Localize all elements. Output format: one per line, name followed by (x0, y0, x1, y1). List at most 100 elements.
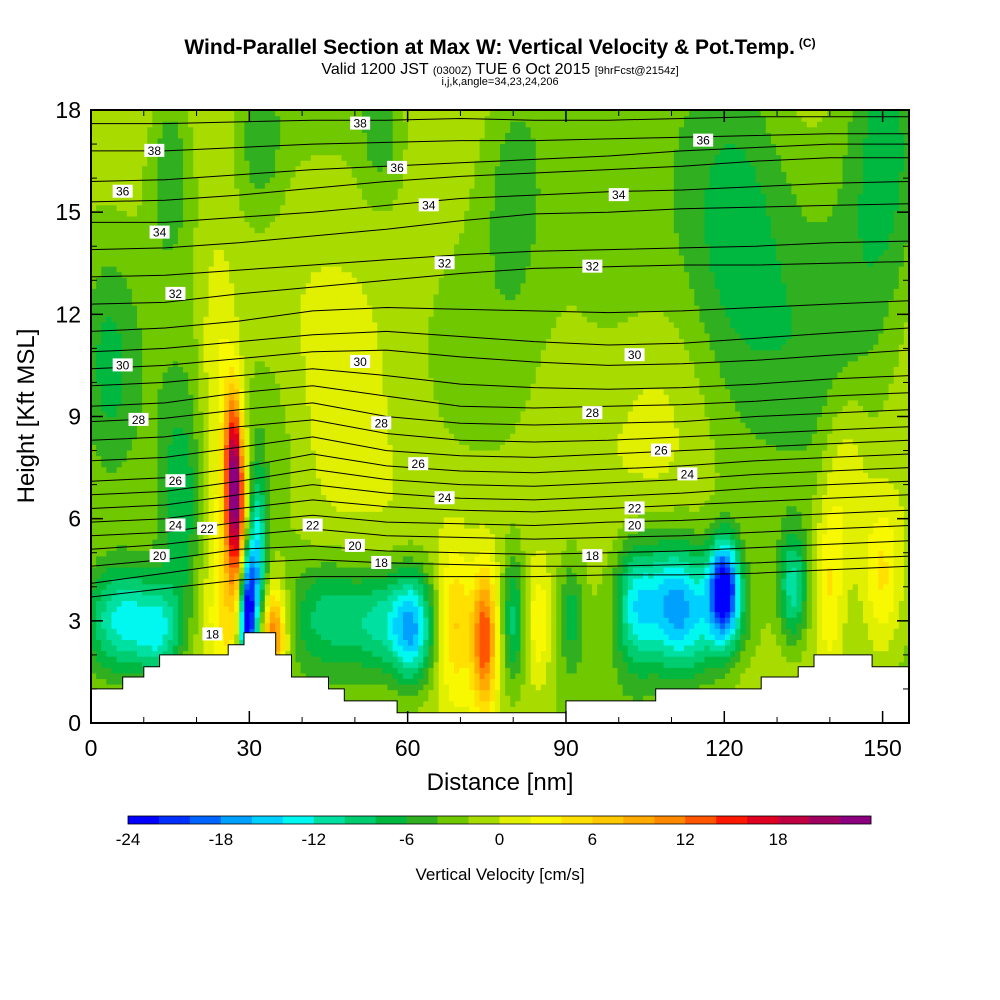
velocity-cell (852, 611, 859, 618)
velocity-cell (862, 583, 869, 590)
velocity-cell (152, 578, 159, 585)
velocity-cell (453, 617, 460, 624)
velocity-cell (694, 572, 700, 579)
velocity-cell (392, 550, 399, 557)
velocity-cell (602, 656, 608, 663)
velocity-cell (315, 605, 322, 613)
velocity-cell (730, 578, 736, 585)
velocity-cell (597, 633, 603, 641)
velocity-cell (556, 672, 562, 680)
velocity-cell (719, 572, 726, 579)
velocity-cell (223, 633, 230, 641)
velocity-cell (152, 594, 159, 601)
velocity-cell (239, 572, 245, 579)
velocity-cell (280, 583, 286, 590)
velocity-cell (433, 689, 440, 696)
velocity-cell (157, 572, 164, 579)
velocity-cell (423, 622, 430, 629)
velocity-cell (121, 561, 128, 568)
velocity-cell (448, 617, 455, 624)
velocity-cell (842, 611, 849, 618)
velocity-cell (377, 605, 384, 613)
velocity-cell (837, 578, 844, 585)
velocity-cell (346, 611, 353, 618)
velocity-cell (883, 600, 890, 607)
velocity-cell (597, 605, 603, 613)
velocity-cell (515, 650, 522, 657)
velocity-cell (448, 594, 455, 601)
velocity-cell (612, 611, 619, 618)
velocity-cell (131, 594, 138, 601)
velocity-cell (351, 600, 358, 607)
velocity-cell (361, 572, 368, 579)
velocity-cell (494, 583, 501, 590)
velocity-cell (259, 561, 266, 568)
velocity-cell (147, 578, 153, 585)
velocity-cell (479, 605, 486, 613)
velocity-cell (796, 650, 803, 657)
velocity-cell (249, 622, 256, 629)
velocity-cell (137, 555, 143, 562)
velocity-cell (730, 656, 736, 663)
velocity-cell (658, 600, 665, 607)
velocity-cell (709, 644, 716, 652)
velocity-cell (770, 600, 777, 607)
velocity-cell (561, 617, 568, 624)
velocity-cell (535, 639, 542, 646)
velocity-cell (607, 656, 614, 663)
velocity-cell (315, 644, 322, 652)
section-indices: i,j,k,angle=34,23,24,206 (441, 76, 559, 88)
velocity-cell (121, 555, 128, 562)
velocity-cell (556, 695, 562, 702)
velocity-cell (612, 561, 619, 568)
velocity-cell (459, 594, 465, 601)
velocity-cell (269, 617, 276, 624)
velocity-cell (341, 583, 348, 590)
velocity-cell (627, 600, 634, 607)
velocity-cell (239, 555, 245, 562)
velocity-cell (602, 628, 608, 635)
velocity-cell (699, 589, 706, 596)
velocity-cell (402, 706, 409, 713)
velocity-cell (464, 706, 470, 713)
velocity-cell (126, 600, 133, 607)
velocity-cell (868, 594, 874, 601)
velocity-cell (326, 561, 332, 568)
velocity-cell (847, 639, 854, 646)
velocity-cell (505, 578, 511, 585)
velocity-cell (704, 683, 711, 691)
velocity-cell (269, 550, 276, 557)
velocity-cell (402, 583, 409, 590)
velocity-cell (546, 550, 552, 557)
velocity-cell (592, 695, 598, 702)
velocity-cell (592, 594, 598, 601)
velocity-cell (740, 550, 746, 557)
velocity-cell (489, 639, 496, 646)
velocity-cell (832, 583, 839, 590)
velocity-cell (837, 650, 844, 657)
velocity-cell (602, 550, 608, 557)
velocity-cell (673, 578, 680, 585)
velocity-cell (776, 611, 782, 618)
velocity-cell (638, 572, 644, 579)
velocity-cell (126, 650, 133, 657)
velocity-cell (474, 566, 481, 574)
velocity-cell (735, 561, 741, 568)
velocity-cell (300, 622, 307, 629)
velocity-cell (438, 700, 445, 707)
velocity-cell (351, 589, 358, 596)
velocity-cell (121, 667, 128, 674)
velocity-cell (183, 555, 189, 562)
velocity-cell (433, 672, 440, 680)
velocity-cell (500, 594, 506, 601)
velocity-cell (597, 622, 603, 629)
velocity-cell (510, 555, 516, 562)
velocity-cell (443, 578, 450, 585)
velocity-cell (382, 628, 389, 635)
velocity-cell (167, 650, 174, 657)
velocity-cell (878, 594, 885, 601)
velocity-cell (627, 594, 634, 601)
velocity-cell (520, 578, 527, 585)
velocity-cell (535, 633, 542, 641)
velocity-cell (382, 695, 389, 702)
